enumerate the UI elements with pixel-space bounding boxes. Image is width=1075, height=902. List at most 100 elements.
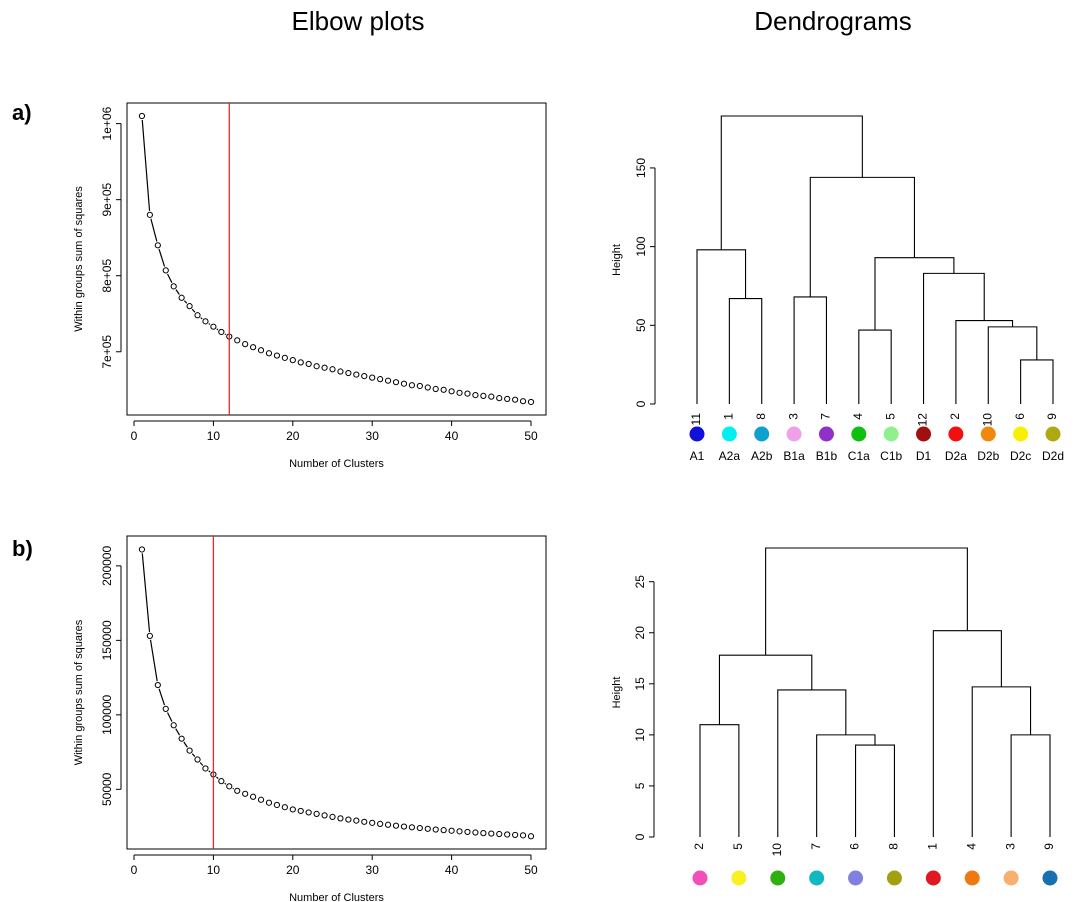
- elbow-b-segment: [208, 770, 211, 773]
- dendro-a-leaf-label: 11: [689, 413, 703, 426]
- dendro-b-leaf-color-dot: [1042, 870, 1058, 886]
- dendro-a-leaf-color-dot: [754, 426, 770, 442]
- dendro-a-leaf-name: D2a: [945, 449, 967, 463]
- dendro-b-y-tick-label: 25: [633, 575, 647, 589]
- dendro-a-y-tick-label: 0: [634, 400, 648, 407]
- elbow-b-point: [464, 828, 471, 836]
- elbow-b-y-tick-label: 150000: [100, 620, 114, 660]
- dendro-a-branch: [922, 272, 985, 404]
- dendro-a-branch: [720, 115, 863, 250]
- dendro-b-leaf-label: 10: [770, 843, 784, 857]
- dendro-b-branch: [777, 689, 847, 837]
- elbow-b-segment: [191, 753, 196, 757]
- dendro-a-leaf-name: D2c: [1010, 449, 1031, 463]
- dendro-b-y-tick-label: 5: [633, 782, 647, 789]
- elbow-b-x-tick-label: 50: [524, 863, 538, 877]
- elbow-b-point: [178, 735, 185, 742]
- elbow-a-point: [265, 350, 273, 357]
- dendro-b-leaf-label: 4: [964, 843, 978, 850]
- elbow-plots-title: Elbow plots: [291, 6, 425, 36]
- dendro-b-leaf-label: 7: [809, 843, 823, 850]
- elbow-b-segment: [175, 728, 181, 736]
- elbow-a-point: [456, 389, 463, 396]
- elbow-a-point: [154, 242, 161, 249]
- dendro-a-leaf-color-dot: [916, 426, 932, 442]
- dendro-a-leaf-label: 1: [722, 413, 736, 420]
- elbow-b-point: [456, 828, 463, 835]
- elbow-a-segment: [150, 218, 158, 242]
- elbow-b-point: [273, 801, 281, 809]
- elbow-b-point: [250, 793, 257, 800]
- dendro-a-leaf-label: 2: [948, 413, 962, 420]
- elbow-a-point: [281, 354, 288, 361]
- elbow-a-point: [384, 377, 392, 384]
- dendro-a-branch: [793, 296, 828, 404]
- elbow-a-plot-frame: [126, 102, 547, 416]
- elbow-b-point: [321, 812, 328, 819]
- dendro-b-leaf-label: 8: [887, 843, 901, 850]
- elbow-a-y-tick-label: 9e+05: [100, 182, 114, 216]
- elbow-b-y-tick-label: 200000: [100, 546, 114, 586]
- elbow-a-point: [146, 211, 153, 218]
- dendro-a-leaf-name: B1b: [816, 449, 838, 463]
- elbow-b-point: [448, 827, 455, 834]
- elbow-b-segment: [183, 741, 188, 748]
- elbow-a-point: [138, 112, 146, 120]
- elbow-b-point: [519, 832, 527, 839]
- elbow-a-point: [432, 385, 439, 393]
- dendro-a-leaf-color-dot: [851, 426, 867, 442]
- dendro-b-branch: [932, 630, 1002, 837]
- dendro-a-leaf-label: 5: [883, 413, 897, 420]
- elbow-a-x-tick-label: 20: [286, 429, 300, 443]
- dendro-a-y-tick-label: 100: [634, 236, 648, 256]
- elbow-b-point: [345, 816, 352, 823]
- dendro-a-leaf-label: 4: [851, 413, 865, 420]
- dendro-a-leaf-color-dot: [948, 426, 964, 442]
- elbow-b-point: [313, 810, 320, 818]
- elbow-b-point: [226, 783, 233, 790]
- panel-label-b: b): [12, 536, 33, 561]
- elbow-b-point: [297, 807, 304, 815]
- panel-label-a: a): [12, 100, 32, 125]
- elbow-a-point: [361, 373, 368, 380]
- dendro-b-y-tick-label: 0: [633, 833, 647, 840]
- elbow-a-point: [273, 352, 281, 359]
- elbow-b-point: [424, 825, 431, 832]
- dendro-a-leaf-label: 8: [754, 413, 768, 420]
- elbow-a-point: [345, 369, 352, 377]
- elbow-a-point: [186, 303, 193, 310]
- elbow-b-segment: [224, 782, 227, 785]
- dendro-a-leaf-name: D2b: [977, 449, 999, 463]
- elbow-a-x-tick-label: 30: [366, 429, 380, 443]
- elbow-b-point: [162, 705, 169, 712]
- elbow-b-point: [305, 809, 312, 816]
- elbow-b-y-tick-label: 100000: [100, 694, 114, 734]
- dendro-b-branch: [765, 547, 968, 656]
- dendro-b-branch: [699, 724, 740, 837]
- dendro-b-branch: [971, 686, 1032, 837]
- dendro-a-leaf-label: 3: [786, 413, 800, 420]
- dendro-a-leaf-label: 9: [1045, 413, 1059, 420]
- elbow-a-point: [440, 386, 447, 393]
- dendro-a-branch: [987, 326, 1038, 404]
- elbow-a-point: [480, 392, 487, 399]
- elbow-a-point: [527, 398, 535, 406]
- dendro-a-leaf-color-dot: [786, 426, 802, 442]
- elbow-a-point: [170, 283, 177, 290]
- elbow-a-point: [178, 294, 185, 301]
- elbow-b-x-tick-label: 30: [366, 863, 380, 877]
- dendro-a-leaf-label: 6: [1013, 413, 1027, 420]
- dendro-b-leaf-color-dot: [809, 870, 825, 886]
- elbow-b-segment: [216, 776, 219, 780]
- dendro-a-leaf-color-dot: [818, 426, 834, 442]
- elbow-b-point: [186, 747, 193, 754]
- elbow-a-segment: [208, 323, 211, 325]
- dendro-a-leaf-label: 12: [916, 413, 930, 427]
- elbow-b-x-tick-label: 20: [286, 863, 300, 877]
- elbow-b-point: [146, 632, 153, 639]
- dendro-a-leaf-label: 10: [980, 413, 994, 427]
- elbow-a-point: [162, 267, 169, 274]
- dendro-b-leaf-color-dot: [848, 870, 864, 886]
- elbow-b-point: [496, 830, 503, 838]
